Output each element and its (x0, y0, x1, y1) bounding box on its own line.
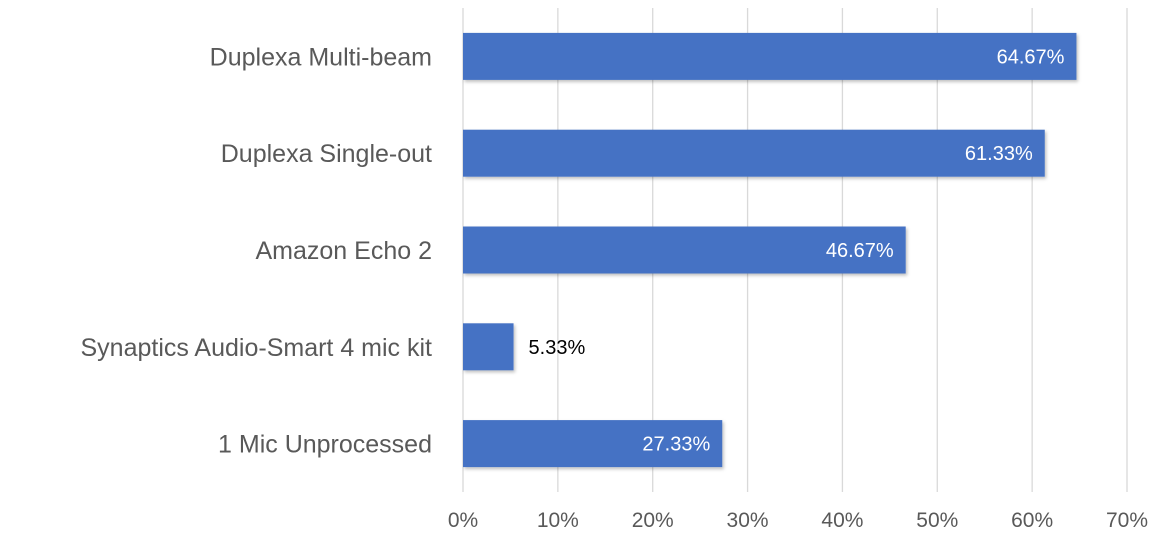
bar (463, 32, 1077, 80)
bar (463, 420, 723, 468)
category-label: Synaptics Audio-Smart 4 mic kit (80, 334, 432, 362)
x-tick-label: 20% (632, 509, 674, 532)
x-tick-label: 50% (916, 509, 958, 532)
x-tick-label: 70% (1106, 509, 1148, 532)
x-tick-label: 60% (1011, 509, 1053, 532)
bar (463, 129, 1045, 177)
bar-data-label: 5.33% (529, 337, 586, 359)
bar-data-label: 27.33% (642, 434, 710, 456)
x-tick-label: 0% (448, 509, 478, 532)
category-label: 1 Mic Unprocessed (218, 431, 432, 459)
bar (463, 226, 906, 274)
bar (463, 323, 514, 371)
bar-data-label: 61.33% (965, 143, 1033, 165)
category-label: Amazon Echo 2 (256, 237, 433, 265)
bar-data-label: 46.67% (826, 240, 894, 262)
bar-data-label: 64.67% (997, 46, 1065, 68)
category-labels: Duplexa Multi-beam Duplexa Single-out Amaz… (80, 43, 432, 458)
x-tick-label: 10% (537, 509, 579, 532)
x-axis-tick-labels: 0% 10% 20% 30% 40% 50% 60% 70% (448, 509, 1148, 532)
category-label: Duplexa Multi-beam (210, 43, 432, 71)
x-tick-label: 40% (821, 509, 863, 532)
bars: 64.67% 61.33% 46.67% 5.33% 27.33% (463, 32, 1077, 468)
category-label: Duplexa Single-out (221, 140, 432, 168)
x-tick-label: 30% (727, 509, 769, 532)
